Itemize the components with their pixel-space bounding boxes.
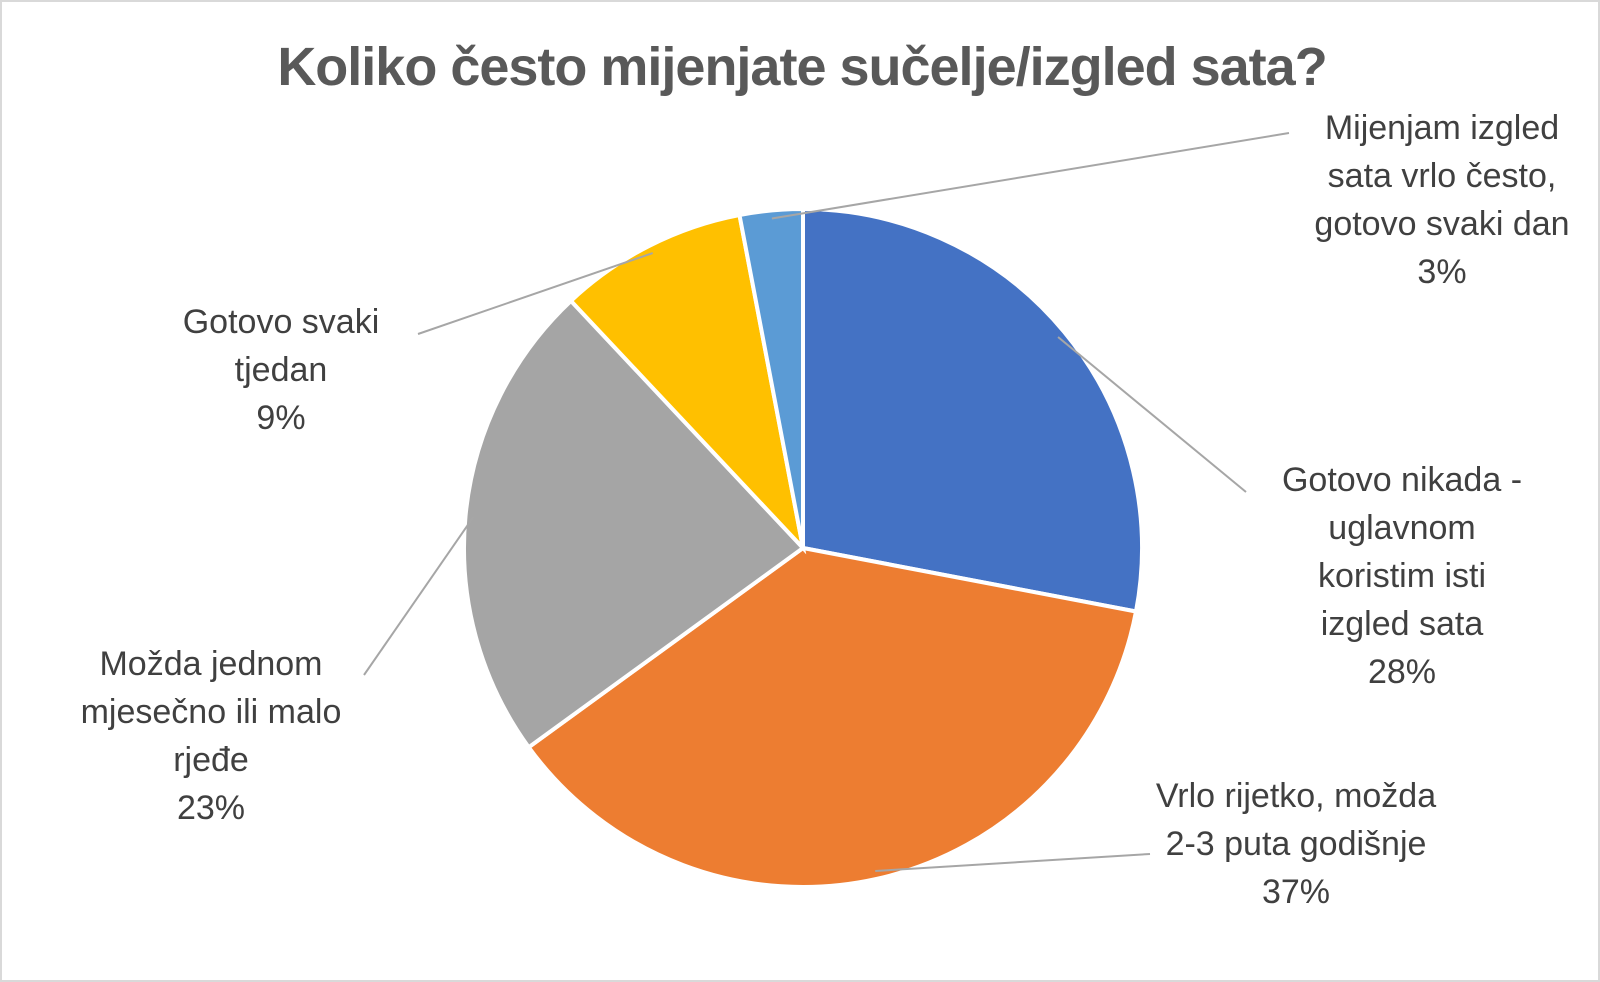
pie-slice	[462, 298, 807, 751]
data-label: Možda jednom mjesečno ili malo rjeđe 23%	[77, 640, 345, 832]
value-label: 9%	[256, 399, 306, 437]
pie-slice	[525, 545, 1139, 890]
value-label: 3%	[1417, 253, 1467, 291]
data-label: Gotovo svaki tjedan 9%	[162, 298, 400, 442]
leader-line	[771, 132, 1290, 220]
leader-line	[363, 516, 475, 676]
pie-slice	[568, 212, 807, 555]
leader-line	[417, 252, 654, 335]
leader-line	[875, 853, 1151, 873]
category-label: Gotovo nikada - uglavnom koristim isti i…	[1281, 461, 1523, 643]
pie-slice	[737, 206, 805, 549]
value-label: 37%	[1261, 873, 1331, 911]
data-label: Vrlo rijetko, možda 2-3 puta godišnje 37%	[1152, 772, 1440, 916]
category-label: Možda jednom mjesečno ili malo rjeđe	[80, 645, 342, 779]
pie-slice	[801, 206, 1144, 614]
data-label: Gotovo nikada - uglavnom koristim isti i…	[1278, 456, 1526, 696]
value-label: 23%	[176, 789, 246, 827]
leader-line	[1057, 336, 1247, 493]
chart-title: Koliko često mijenjate sučelje/izgled sa…	[277, 37, 1327, 97]
category-label: Gotovo svaki tjedan	[182, 303, 380, 389]
category-label: Vrlo rijetko, možda 2-3 puta godišnje	[1155, 777, 1437, 863]
category-label: Mijenjam izgled sata vrlo često, gotovo …	[1314, 109, 1570, 243]
value-label: 28%	[1367, 653, 1437, 691]
data-label: Mijenjam izgled sata vrlo često, gotovo …	[1313, 104, 1571, 296]
